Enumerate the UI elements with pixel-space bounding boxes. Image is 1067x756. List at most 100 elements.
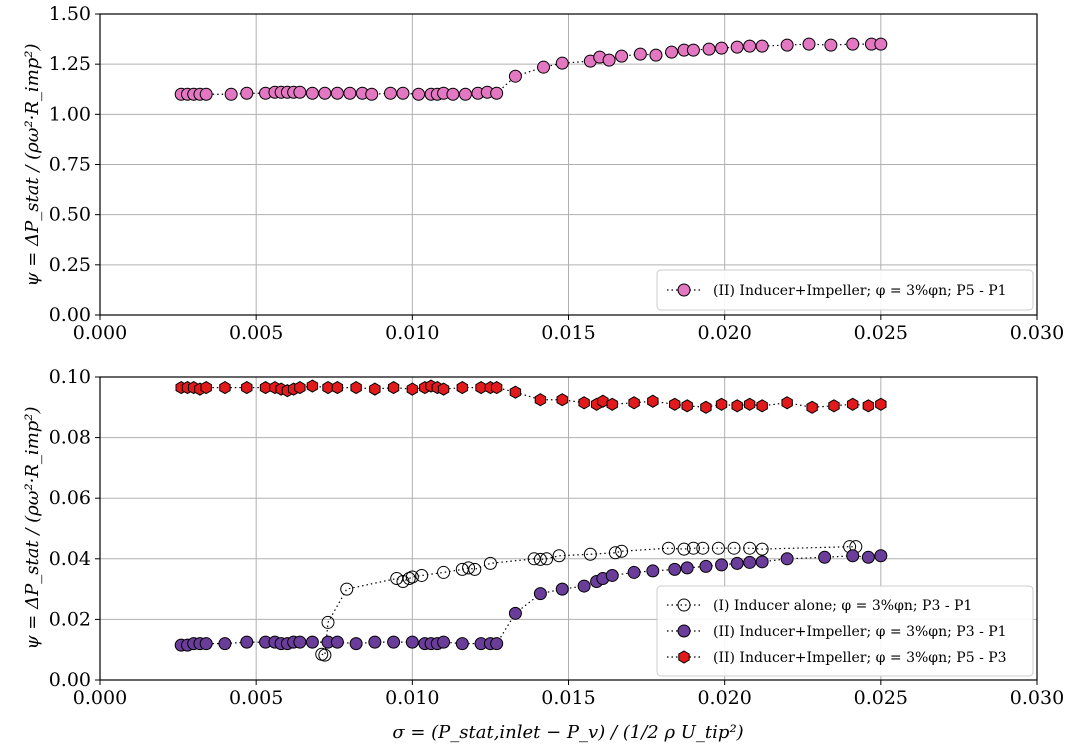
y-tick-label: 0.08 xyxy=(49,427,91,449)
data-point xyxy=(437,635,451,649)
data-point xyxy=(369,382,381,396)
data-point xyxy=(456,381,468,395)
x-tick-label: 0.025 xyxy=(854,687,908,709)
data-point xyxy=(755,542,769,556)
top-legend: (II) Inducer+Impeller; φ = 3%φn; P5 - P1 xyxy=(656,269,1034,311)
bottom-x-ticks: 0.000 0.005 0.010 0.015 0.020 0.025 0.030 xyxy=(73,680,1064,709)
data-point xyxy=(743,39,757,53)
data-point xyxy=(597,394,609,408)
data-point xyxy=(306,379,319,393)
data-point xyxy=(715,558,729,572)
data-point xyxy=(343,86,357,100)
y-tick-label: 0.25 xyxy=(49,254,91,276)
data-point xyxy=(405,570,419,584)
x-tick-label: 0.010 xyxy=(385,322,439,344)
data-point xyxy=(874,549,888,563)
data-point xyxy=(259,381,272,395)
data-point xyxy=(415,568,429,582)
x-tick-label: 0.005 xyxy=(229,687,283,709)
data-point xyxy=(537,60,551,74)
data-point xyxy=(241,381,253,395)
data-point xyxy=(780,552,794,566)
data-point xyxy=(677,542,691,556)
data-point xyxy=(874,37,888,51)
data-point xyxy=(681,399,693,413)
data-point xyxy=(711,541,725,555)
data-point xyxy=(293,85,307,99)
legend-entry-label: (I) Inducer alone; φ = 3%φn; P3 - P1 xyxy=(713,598,972,614)
x-tick-label: 0.030 xyxy=(1010,687,1064,709)
data-point xyxy=(668,562,682,576)
data-point xyxy=(219,381,231,395)
data-point xyxy=(396,86,410,100)
data-point xyxy=(649,48,663,62)
data-point xyxy=(240,86,254,100)
data-point xyxy=(731,399,743,413)
top-y-axis-label: ψ = ΔP_stat / (ρω²·R_imp²) xyxy=(22,43,43,286)
data-point xyxy=(446,87,460,101)
y-tick-label: 0.00 xyxy=(49,304,91,326)
x-tick-label: 0.030 xyxy=(1010,322,1064,344)
data-point xyxy=(540,552,554,566)
data-point xyxy=(412,87,426,101)
data-point xyxy=(583,547,597,561)
data-point xyxy=(533,552,547,566)
top-plot-markers xyxy=(174,37,888,101)
bottom-y-ticks: 0.00 0.02 0.04 0.06 0.08 0.10 xyxy=(49,366,100,691)
legend-marker xyxy=(677,598,691,612)
data-point xyxy=(680,561,694,575)
data-point xyxy=(294,381,306,395)
data-point xyxy=(846,37,860,51)
data-point xyxy=(318,86,332,100)
data-point xyxy=(365,87,379,101)
data-point xyxy=(665,45,679,59)
data-point xyxy=(305,635,319,649)
data-point xyxy=(633,47,647,61)
data-point xyxy=(199,87,213,101)
top-y-ticks: 0.00 0.25 0.50 0.75 1.00 1.25 1.50 xyxy=(49,3,100,326)
data-point xyxy=(475,381,487,395)
y-tick-label: 1.50 xyxy=(49,3,91,25)
data-point xyxy=(602,53,616,67)
data-point xyxy=(743,555,757,569)
data-point xyxy=(368,635,382,649)
data-point xyxy=(806,400,818,414)
data-point xyxy=(321,615,335,629)
legend-box xyxy=(656,269,1034,311)
data-point xyxy=(533,587,547,601)
x-tick-label: 0.015 xyxy=(541,687,595,709)
data-point xyxy=(387,381,400,395)
data-point xyxy=(406,382,419,396)
data-point xyxy=(555,582,569,596)
data-point xyxy=(686,43,700,57)
data-point xyxy=(437,565,451,579)
data-point xyxy=(628,396,640,410)
data-point xyxy=(846,549,860,563)
x-axis-label: σ = (P_stat,inlet − P_v) / (1/2 ρ U_tip²… xyxy=(392,722,743,743)
legend-marker xyxy=(677,283,691,297)
data-point xyxy=(661,541,675,555)
x-tick-label: 0.005 xyxy=(229,322,283,344)
data-point xyxy=(686,541,700,555)
data-point xyxy=(331,381,344,395)
data-point xyxy=(743,541,757,555)
x-tick-label: 0.020 xyxy=(697,687,751,709)
data-point xyxy=(322,381,334,395)
data-point xyxy=(199,637,213,651)
y-tick-label: 0.02 xyxy=(49,608,91,630)
data-point xyxy=(627,565,641,579)
x-tick-label: 0.025 xyxy=(854,322,908,344)
data-point xyxy=(755,555,769,569)
data-point xyxy=(349,637,363,651)
data-point xyxy=(730,40,744,54)
data-point xyxy=(462,561,476,575)
data-point xyxy=(534,393,547,407)
data-point xyxy=(552,549,566,563)
data-point xyxy=(730,556,744,570)
data-point xyxy=(615,544,629,558)
x-tick-label: 0.020 xyxy=(697,322,751,344)
data-point xyxy=(727,541,741,555)
data-point xyxy=(455,637,469,651)
bottom-chart: 0.000 0.005 0.010 0.015 0.020 0.025 0.030 0.00… xyxy=(22,366,1064,709)
